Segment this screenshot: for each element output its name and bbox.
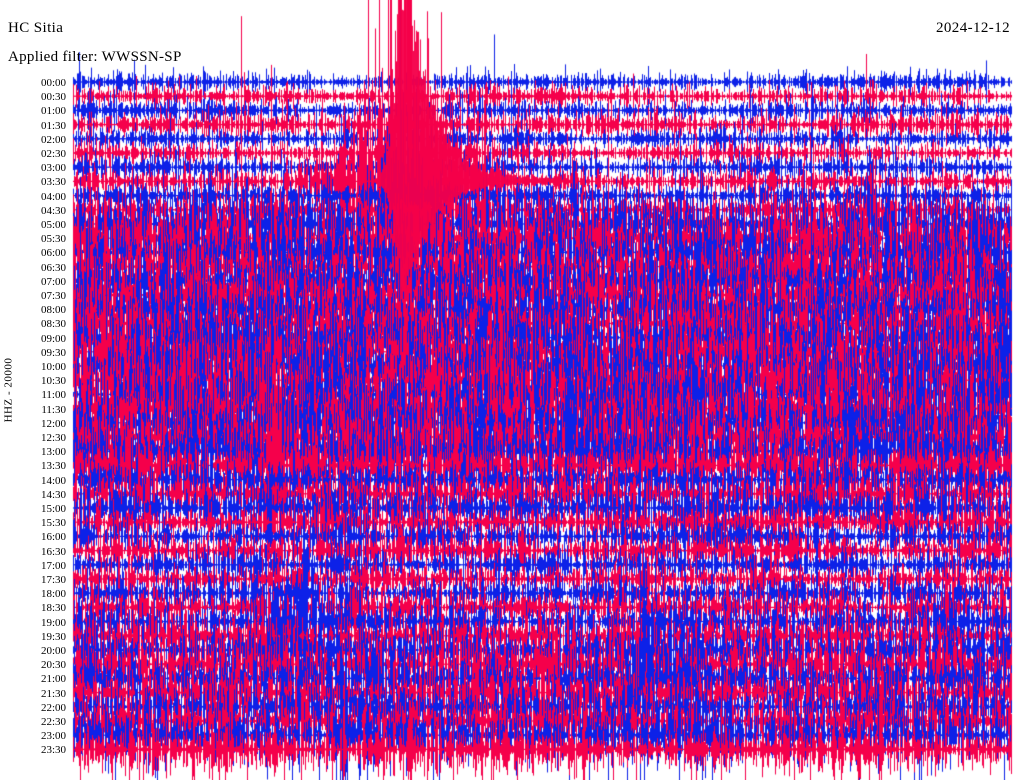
time-axis-label: 06:30 (40, 261, 66, 274)
time-axis-label: 04:00 (40, 190, 66, 203)
time-axis-label: 02:30 (40, 148, 66, 160)
time-axis-label: 03:30 (40, 176, 66, 189)
time-axis-label: 12:30 (40, 432, 66, 444)
time-axis-label: 22:00 (40, 701, 66, 714)
time-axis-label: 05:30 (40, 233, 66, 246)
time-axis-label: 16:00 (40, 531, 66, 544)
time-axis-label: 14:00 (40, 474, 66, 487)
time-axis-label: 07:30 (40, 290, 66, 302)
page-title: HC Sitia (8, 20, 64, 36)
time-axis-label: 11:30 (41, 403, 66, 416)
time-axis-label: 21:30 (40, 687, 66, 700)
time-axis-label: 14:30 (40, 488, 66, 501)
applied-filter-label: Applied filter: WWSSN-SP (8, 49, 182, 65)
time-axis-label: 22:30 (40, 716, 66, 728)
time-axis-label: 19:00 (40, 616, 66, 629)
time-axis-label: 00:00 (40, 77, 66, 89)
time-axis-label: 04:30 (40, 204, 66, 217)
time-axis-label: 08:00 (40, 304, 66, 317)
time-axis: 00:00 00:30 01:00 01:30 02:00 02:30 03:00 03:30… (0, 0, 70, 780)
time-axis-label: 05:00 (40, 219, 66, 231)
time-axis-label: 10:30 (40, 375, 66, 388)
time-axis-label: 02:00 (40, 133, 66, 146)
time-axis-label: 01:00 (40, 105, 66, 118)
time-axis-label: 17:00 (40, 559, 66, 572)
time-axis-label: 11:00 (41, 389, 66, 402)
time-axis-label: 07:00 (40, 275, 66, 288)
time-axis-label: 18:00 (40, 588, 66, 601)
time-axis-label: 20:30 (40, 659, 66, 672)
time-axis-label: 08:30 (40, 318, 66, 331)
time-axis-label: 13:30 (40, 460, 66, 473)
time-axis-label: 21:00 (40, 673, 66, 686)
record-date-label: 2024-12-12 (936, 20, 1010, 36)
time-axis-label: 12:00 (40, 417, 66, 430)
time-axis-label: 16:30 (40, 545, 66, 558)
time-axis-label: 06:00 (40, 247, 66, 260)
time-axis-label: 09:30 (40, 346, 66, 359)
time-axis-label: 17:30 (40, 574, 66, 586)
time-axis-label: 15:00 (40, 503, 66, 515)
time-axis-label: 19:30 (40, 630, 66, 643)
time-axis-label: 10:00 (40, 361, 66, 373)
time-axis-label: 00:30 (40, 91, 66, 104)
time-axis-label: 20:00 (40, 645, 66, 657)
time-axis-label: 18:30 (40, 602, 66, 615)
time-axis-label: 15:30 (40, 517, 66, 530)
time-axis-label: 23:00 (40, 730, 66, 743)
time-axis-label: 01:30 (40, 119, 66, 132)
time-axis-label: 13:00 (40, 446, 66, 459)
time-axis-label: 03:00 (40, 162, 66, 175)
time-axis-label: 09:00 (40, 332, 66, 345)
time-axis-label: 23:30 (40, 744, 66, 757)
